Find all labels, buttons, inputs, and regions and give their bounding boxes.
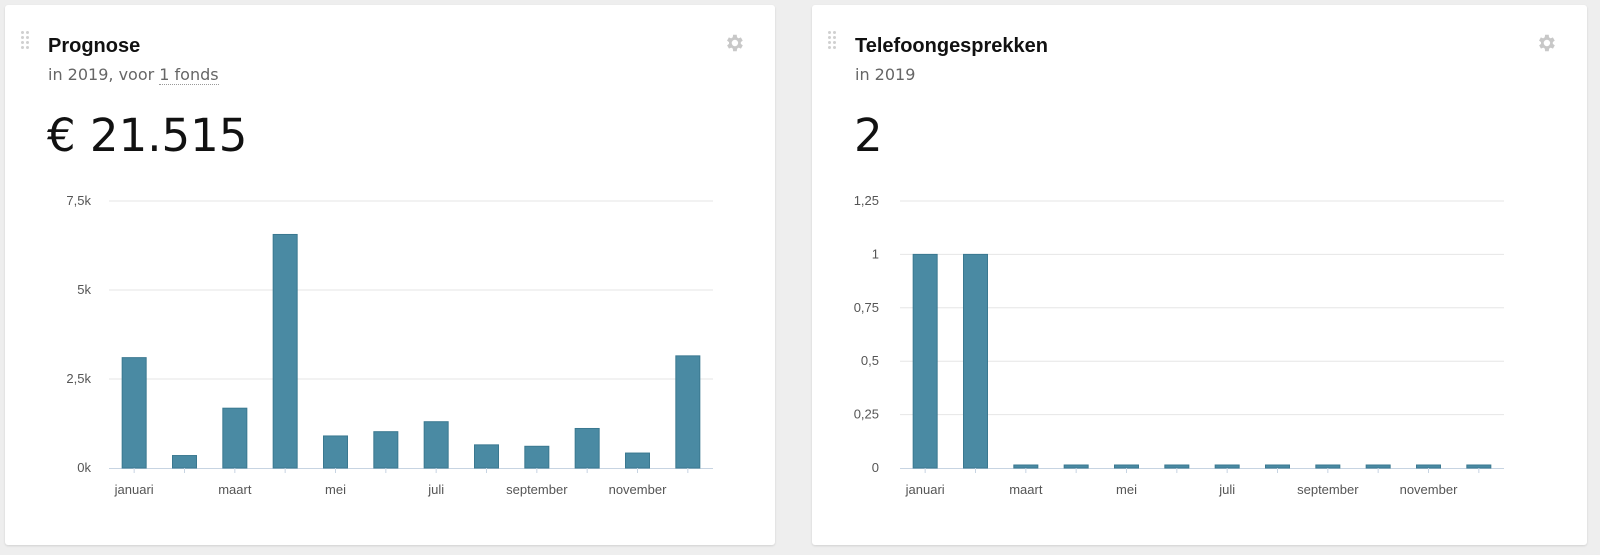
bar [1114,464,1139,469]
bar [912,253,938,469]
bar [1013,464,1039,469]
bar [1315,464,1341,469]
bar [963,253,988,469]
x-tick-label: mei [325,482,346,497]
x-tick-label: september [1297,482,1359,497]
prognose-bar-chart: 0k 2,5k 5k 7,5k januari maart mei juli september… [66,193,713,497]
bar [222,407,248,469]
y-tick-label: 7,5k [66,193,91,208]
y-tick-label: 1 [872,246,879,261]
gear-icon[interactable] [1535,32,1557,54]
bar [675,355,701,469]
drag-handle-icon[interactable] [828,31,838,53]
x-tick-label: juli [1218,482,1235,497]
x-tick-label: september [506,482,568,497]
widget-subtitle: in 2019, voor 1 fonds [48,65,219,85]
y-tick-label: 2,5k [66,371,91,386]
bar [121,357,147,469]
widget-total-value: € 21.515 [47,109,248,162]
y-tick-label: 5k [77,282,91,297]
x-tick-label: maart [218,482,252,497]
bar [1466,464,1492,469]
x-tick-label: januari [114,482,154,497]
y-tick-label: 0,5 [861,353,879,368]
bar [474,444,499,469]
y-tick-label: 1,25 [854,193,879,208]
y-tick-label: 0,25 [854,407,879,422]
widget-subtitle: in 2019 [855,65,915,84]
bar [1365,464,1391,469]
bar [172,455,197,469]
widget-total-value: 2 [854,109,883,162]
subtitle-text: in 2019 [855,65,916,84]
x-tick-label: november [609,482,667,497]
telefoongesprekken-widget: Telefoongesprekken in 2019 2 0 0,25 0,5 0,7… [812,5,1587,545]
x-tick-label: januari [905,482,945,497]
y-tick-label: 0k [77,460,91,475]
bar [574,427,600,469]
x-tick-label: maart [1009,482,1043,497]
x-tick-label: november [1400,482,1458,497]
subtitle-text: in 2019, voor [48,65,155,84]
bar [625,452,650,469]
widget-title: Prognose [48,35,141,57]
bar [423,421,449,469]
fonds-filter-link[interactable]: 1 fonds [159,65,219,85]
bar [373,431,399,469]
bar [1164,464,1190,469]
bar [1416,464,1441,469]
bar [1063,464,1089,469]
y-tick-label: 0 [872,460,879,475]
telefoongesprekken-bar-chart: 0 0,25 0,5 0,75 1 1,25 januari maart mei juli sept… [854,193,1504,497]
bar [1214,464,1240,469]
y-tick-label: 0,75 [854,300,879,315]
gear-icon[interactable] [723,32,745,54]
bar [524,445,550,469]
x-tick-label: juli [427,482,444,497]
x-tick-label: mei [1116,482,1137,497]
prognose-widget: Prognose in 2019, voor 1 fonds € 21.515 … [5,5,775,545]
bar [272,233,298,469]
widget-title: Telefoongesprekken [855,35,1049,57]
bar [323,435,348,469]
drag-handle-icon[interactable] [21,31,31,53]
bar [1265,464,1290,469]
